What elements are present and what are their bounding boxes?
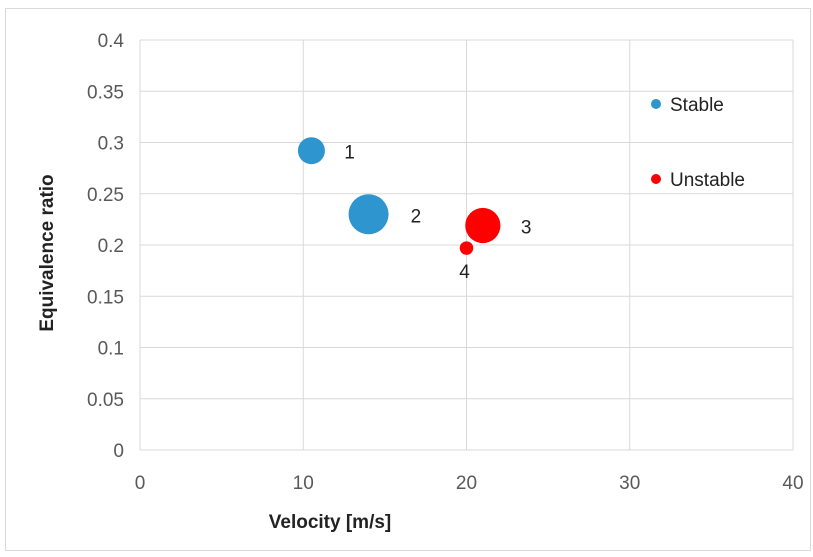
bubble-chart: 0 0.05 0.1 0.15 0.2 0.25 0.3 0.35 0.4 0 10 20 30 40 1… — [37, 31, 804, 533]
data-point — [297, 137, 325, 165]
legend-label: Unstable — [670, 170, 745, 191]
data-points — [297, 137, 501, 255]
data-label: 1 — [344, 143, 355, 164]
data-point — [465, 207, 501, 244]
y-tick-label: 0.2 — [98, 236, 124, 257]
y-tick-label: 0.25 — [87, 185, 124, 206]
axes: 0 0.05 0.1 0.15 0.2 0.25 0.3 0.35 0.4 0 10 20 30 40 — [87, 31, 804, 494]
x-axis-title: Velocity [m/s] — [269, 512, 392, 533]
x-tick-label: 20 — [456, 473, 477, 494]
data-point — [348, 194, 389, 235]
y-tick-label: 0.4 — [98, 31, 125, 52]
y-tick-label: 0.1 — [98, 339, 124, 360]
y-tick-label: 0.15 — [87, 287, 124, 308]
legend-label: Stable — [670, 95, 724, 116]
data-labels: 1 2 3 4 — [344, 143, 531, 283]
data-label: 4 — [459, 262, 470, 283]
x-tick-label: 10 — [293, 473, 314, 494]
data-label: 3 — [521, 218, 532, 239]
legend: Stable Unstable — [651, 95, 745, 191]
x-tick-label: 30 — [619, 473, 640, 494]
x-tick-label: 40 — [782, 473, 803, 494]
data-point — [459, 241, 474, 255]
x-tick-label: 0 — [135, 473, 146, 494]
legend-marker — [651, 99, 661, 109]
y-tick-label: 0.05 — [87, 390, 124, 411]
y-axis-title: Equivalence ratio — [37, 174, 58, 331]
legend-marker — [651, 174, 661, 184]
chart-frame: 0 0.05 0.1 0.15 0.2 0.25 0.3 0.35 0.4 0 10 20 30 40 1… — [5, 8, 811, 551]
data-label: 2 — [411, 206, 422, 227]
y-tick-label: 0.3 — [98, 134, 124, 155]
y-tick-label: 0 — [113, 441, 124, 462]
y-tick-label: 0.35 — [87, 82, 124, 103]
